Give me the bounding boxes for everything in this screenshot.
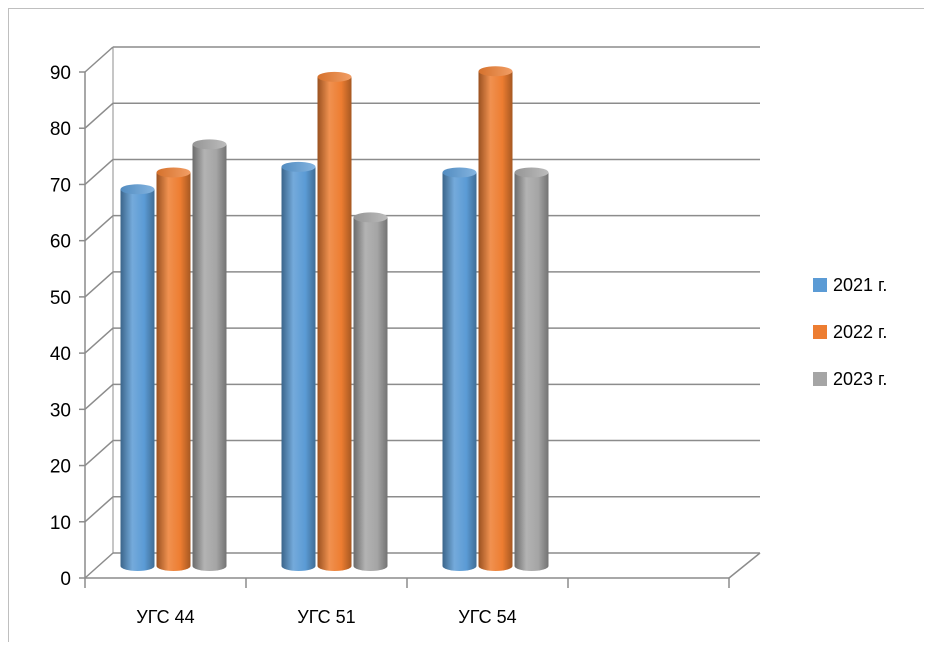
- legend-swatch: [813, 372, 827, 386]
- bar-top: [353, 212, 388, 223]
- bar-body: [317, 76, 352, 571]
- bar-body: [192, 144, 227, 572]
- gridline-depth: [84, 439, 114, 467]
- bar: [317, 71, 352, 571]
- y-tick-label: 10: [50, 513, 71, 534]
- bar: [281, 161, 316, 572]
- bar-body: [120, 189, 155, 571]
- floor-right-edge: [728, 552, 761, 579]
- bar-body: [514, 172, 549, 571]
- bar: [353, 212, 388, 571]
- legend-entry: 2023 г.: [813, 369, 887, 389]
- bar: [156, 167, 191, 571]
- legend-label: 2022 г.: [833, 322, 887, 342]
- legend-label: 2023 г.: [833, 369, 887, 389]
- bar: [192, 139, 227, 572]
- y-axis-ticks: 0 10 20 30 40 50 60 70 80 90: [50, 63, 85, 590]
- y-tick-label: 80: [50, 119, 71, 140]
- bar-top: [442, 167, 477, 178]
- y-tick-label: 40: [50, 344, 71, 365]
- gridline-depth: [84, 496, 114, 523]
- gridline-depth: [84, 46, 114, 73]
- y-tick-label: 60: [50, 232, 71, 253]
- bar-top: [281, 161, 316, 172]
- x-tick-label: УГС 44: [136, 607, 194, 627]
- x-tick-label: УГС 51: [297, 607, 355, 627]
- gridline-depth: [84, 215, 114, 242]
- bar-top: [120, 184, 155, 195]
- gridline-depth: [84, 552, 114, 579]
- gridline-depth: [84, 158, 114, 186]
- legend-label: 2021 г.: [833, 275, 887, 295]
- y-tick-label: 0: [60, 569, 71, 590]
- y-tick-label: 20: [50, 457, 71, 478]
- bar-top: [478, 66, 513, 77]
- bar-body: [478, 71, 513, 571]
- bar: [514, 167, 549, 571]
- legend: 2021 г. 2022 г. 2023 г.: [813, 275, 887, 389]
- gridline-depth: [84, 102, 114, 129]
- bar-top: [317, 71, 352, 82]
- bar: [120, 184, 155, 571]
- chart-walls: [84, 47, 114, 578]
- x-tick-label: УГС 54: [458, 607, 516, 627]
- bar-top: [514, 167, 549, 178]
- gridline-depth: [84, 271, 114, 298]
- y-tick-label: 30: [50, 400, 71, 421]
- y-tick-label: 70: [50, 175, 71, 196]
- legend-entry: 2022 г.: [813, 322, 887, 342]
- legend-swatch: [813, 325, 827, 339]
- gridline-depth: [84, 327, 114, 354]
- bar-body: [353, 217, 388, 571]
- y-tick-label: 90: [50, 63, 71, 84]
- bar-body: [156, 172, 191, 571]
- bar: [478, 66, 513, 571]
- bar-top: [156, 167, 191, 178]
- gridline-depth: [84, 383, 114, 410]
- bar-body: [281, 166, 316, 572]
- bar: [442, 167, 477, 571]
- legend-entry: 2021 г.: [813, 275, 887, 295]
- bar-body: [442, 172, 477, 571]
- legend-swatch: [813, 278, 827, 292]
- y-tick-label: 50: [50, 288, 71, 309]
- bar-top: [192, 139, 227, 150]
- x-axis: УГС 44 УГС 51 УГС 54: [84, 578, 730, 627]
- bars: [120, 66, 549, 572]
